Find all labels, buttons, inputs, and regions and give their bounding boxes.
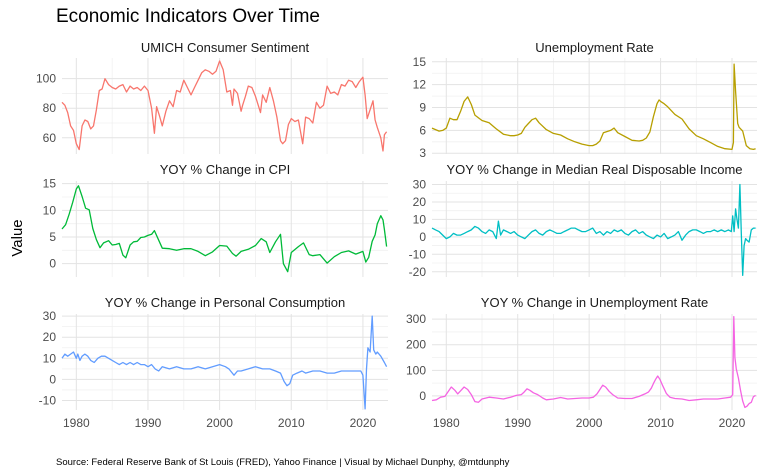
x-tick-label: 2010 [278, 416, 305, 430]
series-line [61, 315, 388, 410]
chart-caption: Source: Federal Reserve Bank of St Louis… [56, 457, 510, 468]
series-line [61, 185, 388, 273]
y-tick-label: 60 [43, 131, 57, 145]
y-tick-label: 20 [413, 195, 427, 209]
x-tick-label: 2020 [350, 416, 377, 430]
x-tick-label: 1990 [504, 416, 531, 430]
facet-title: YOY % Change in Median Real Disposable I… [446, 162, 742, 177]
y-tick-label: 200 [406, 338, 426, 352]
y-tick-label: 30 [413, 177, 427, 191]
facet-panel: 3 6 9 12 15 Unemployment Rate [413, 40, 757, 160]
y-tick-label: -10 [39, 394, 57, 408]
y-tick-label: 0 [419, 230, 426, 244]
y-tick-label: 6 [419, 123, 426, 137]
facet-panel: -20 -10 0 10 20 30 YOY % Change in Median Real… [409, 162, 757, 279]
x-tick-label: 1980 [63, 416, 90, 430]
x-tick-label: 1990 [135, 416, 162, 430]
facet-title: YOY % Change in Personal Consumption [105, 295, 345, 310]
y-tick-label: 100 [36, 72, 56, 86]
facet-title: UMICH Consumer Sentiment [141, 40, 310, 55]
chart-title: Economic Indicators Over Time [56, 6, 320, 27]
y-tick-label: 12 [413, 78, 427, 92]
y-tick-label: 30 [43, 309, 57, 323]
series-line [431, 63, 756, 151]
y-tick-label: 3 [419, 146, 426, 160]
facet-title: YOY % Change in Unemployment Rate [481, 295, 708, 310]
x-tick-label: 2010 [647, 416, 674, 430]
facet-panel: 0 5 10 15 YOY % Change in CPI [43, 162, 388, 277]
facet-panel: 0 100 200 300 1980 1990 2000 2010 2020 YOY % Chan… [406, 295, 757, 430]
y-tick-label: 10 [413, 212, 427, 226]
y-tick-label: 20 [43, 330, 57, 344]
y-tick-label: 0 [419, 389, 426, 403]
series-line [431, 315, 756, 409]
y-tick-label: 9 [419, 101, 426, 115]
facet-title: Unemployment Rate [535, 40, 654, 55]
y-tick-label: 5 [49, 230, 56, 244]
series-line [431, 183, 756, 276]
y-tick-label: 80 [43, 101, 57, 115]
facet-title: YOY % Change in CPI [160, 162, 291, 177]
y-tick-label: 0 [49, 372, 56, 386]
y-tick-label: 0 [49, 257, 56, 271]
y-tick-label: -10 [409, 247, 427, 261]
y-axis-label: Value [9, 219, 26, 256]
x-tick-label: 1980 [433, 416, 460, 430]
y-tick-label: -20 [409, 265, 427, 279]
facet-panel: 60 80 100 UMICH Consumer Sentiment [36, 40, 388, 154]
series-line [61, 60, 388, 152]
y-tick-label: 10 [43, 203, 57, 217]
x-tick-label: 2000 [206, 416, 233, 430]
x-tick-label: 2020 [719, 416, 746, 430]
facet-panel: -10 0 10 20 30 1980 1990 2000 2010 2020 YOY % Chan… [39, 295, 388, 430]
y-tick-label: 10 [43, 351, 57, 365]
y-tick-label: 15 [413, 55, 427, 69]
y-tick-label: 100 [406, 363, 426, 377]
y-tick-label: 300 [406, 312, 426, 326]
y-tick-label: 15 [43, 177, 57, 191]
x-tick-label: 2000 [576, 416, 603, 430]
